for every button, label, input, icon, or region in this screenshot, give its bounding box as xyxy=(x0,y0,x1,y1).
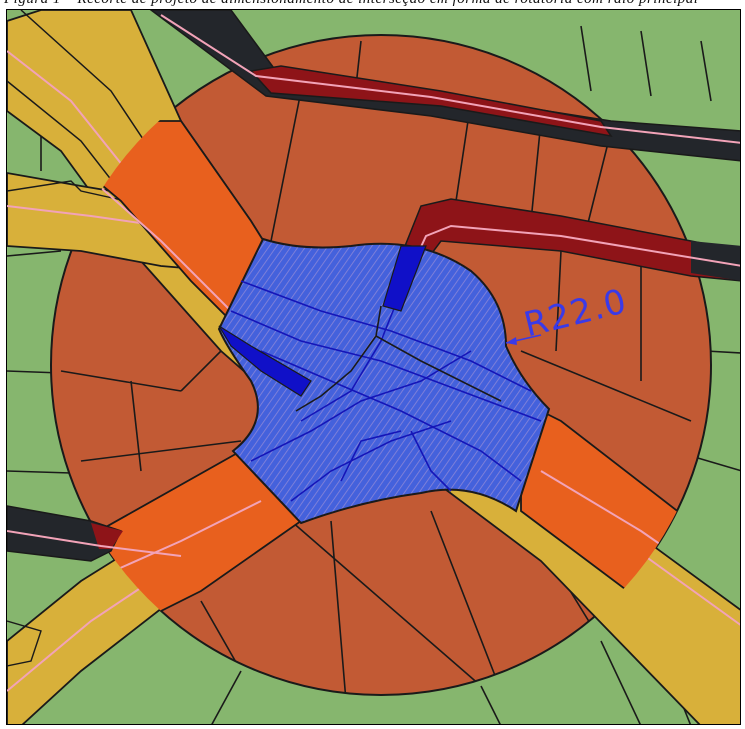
island-splitter-nw xyxy=(218,325,312,397)
figure-caption: Figura 1 – Recorte de projeto de dimensi… xyxy=(0,0,745,12)
island-boundary-lines xyxy=(295,305,502,412)
roundabout-map xyxy=(7,10,740,724)
southwest-road xyxy=(7,505,182,562)
island-splitter-n xyxy=(382,245,427,312)
radius-dimension xyxy=(505,334,542,345)
figure-caption-text: Figura 1 – Recorte de projeto de dimensi… xyxy=(4,0,698,8)
north-road xyxy=(149,10,740,162)
central-island xyxy=(217,237,551,525)
map-canvas[interactable]: R22.0 xyxy=(6,9,741,725)
island-lane-lines xyxy=(230,280,542,502)
